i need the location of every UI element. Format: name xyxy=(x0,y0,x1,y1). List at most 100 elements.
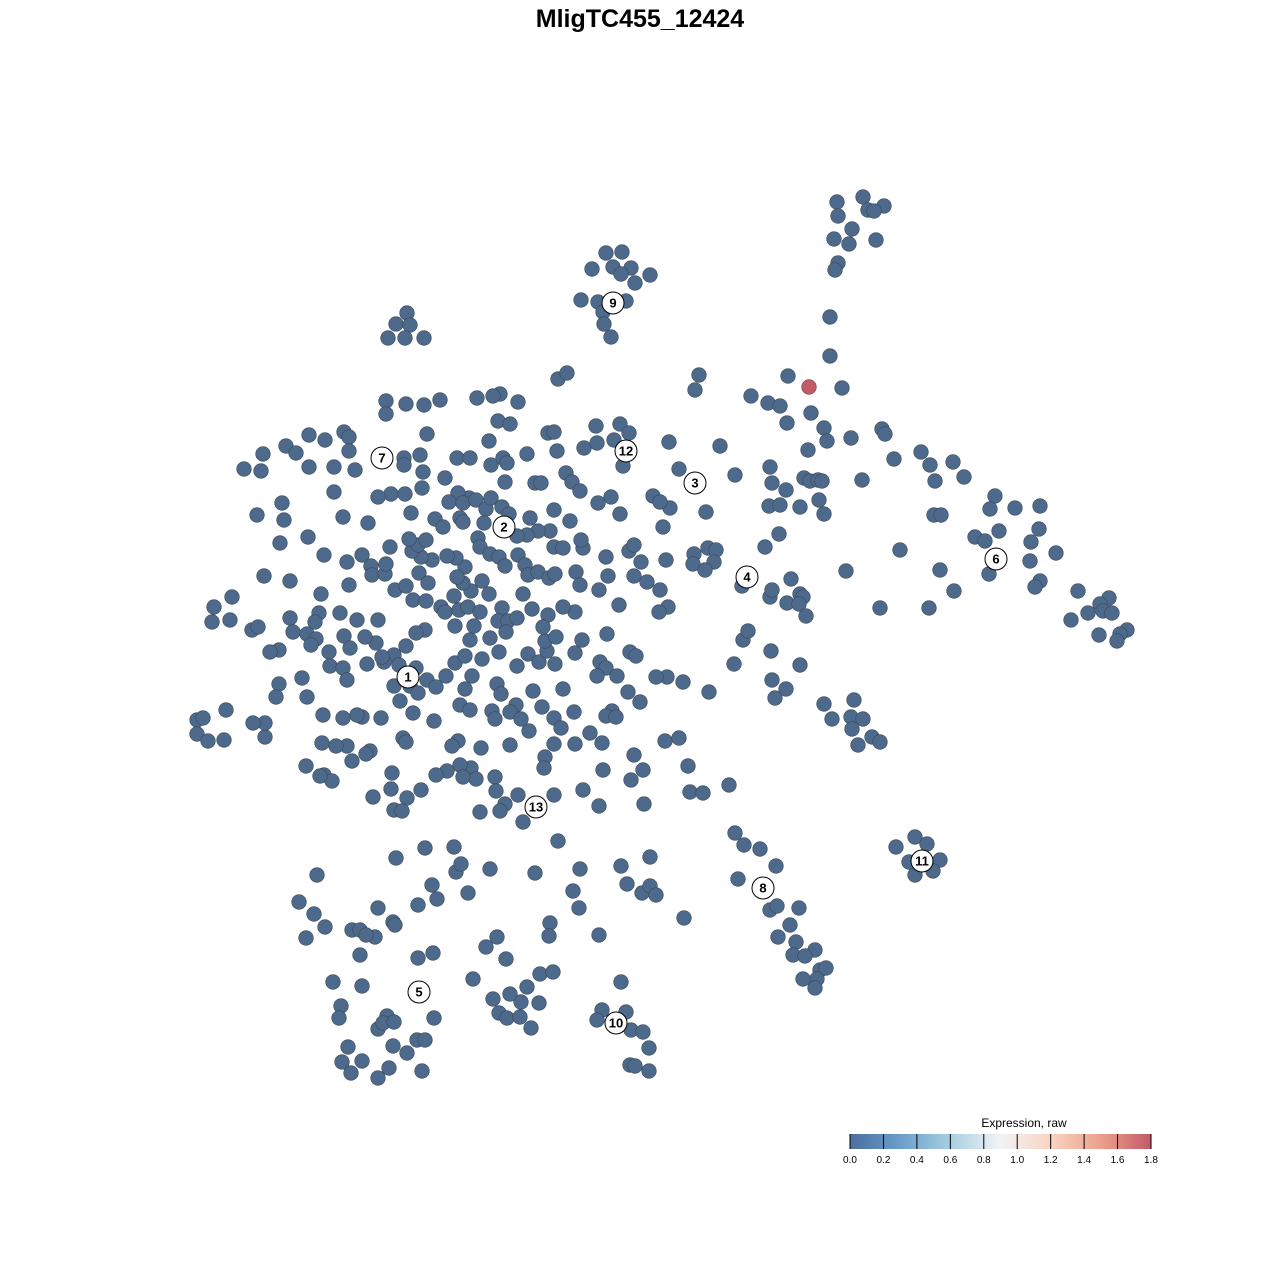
data-point xyxy=(502,737,518,753)
data-point xyxy=(455,495,471,511)
data-point xyxy=(498,951,514,967)
data-point xyxy=(822,309,838,325)
legend-tick-label: 0.6 xyxy=(943,1155,957,1166)
data-point xyxy=(576,440,592,456)
data-point xyxy=(591,798,607,814)
data-point xyxy=(491,644,507,660)
data-point xyxy=(671,461,687,477)
data-point xyxy=(513,711,529,727)
data-point xyxy=(195,710,211,726)
data-point xyxy=(987,488,1003,504)
data-point xyxy=(245,715,261,731)
cluster-label-5: 5 xyxy=(407,980,431,1004)
data-point xyxy=(712,438,728,454)
data-point xyxy=(378,393,394,409)
data-point xyxy=(354,1053,370,1069)
data-point xyxy=(272,535,288,551)
data-point xyxy=(328,738,344,754)
data-point xyxy=(472,604,488,620)
data-point xyxy=(633,554,649,570)
data-point xyxy=(206,599,222,615)
data-point xyxy=(339,672,355,688)
data-point xyxy=(315,707,331,723)
data-point xyxy=(387,917,403,933)
data-point xyxy=(317,919,333,935)
data-point xyxy=(412,447,428,463)
data-point xyxy=(509,610,525,626)
data-point xyxy=(342,640,358,656)
data-point xyxy=(546,502,562,518)
data-point xyxy=(493,686,509,702)
cluster-label-1: 1 xyxy=(396,665,420,689)
data-point xyxy=(473,740,489,756)
data-point xyxy=(892,542,908,558)
data-point xyxy=(559,365,575,381)
data-point xyxy=(502,416,518,432)
data-point xyxy=(256,568,272,584)
data-point xyxy=(919,836,935,852)
data-point xyxy=(464,668,480,684)
data-point xyxy=(613,858,629,874)
data-point xyxy=(405,705,421,721)
data-point xyxy=(627,275,643,291)
cluster-label-text: 4 xyxy=(743,570,751,585)
data-point xyxy=(425,945,441,961)
data-point xyxy=(494,600,510,616)
data-point xyxy=(525,683,541,699)
data-point xyxy=(249,507,265,523)
cluster-label-text: 2 xyxy=(500,520,507,535)
data-point xyxy=(510,787,526,803)
data-point xyxy=(927,473,943,489)
data-point xyxy=(383,486,399,502)
data-point xyxy=(772,398,788,414)
data-point xyxy=(384,765,400,781)
data-point xyxy=(778,482,794,498)
cluster-label-3: 3 xyxy=(683,471,707,495)
data-point xyxy=(632,694,648,710)
data-point xyxy=(388,316,404,332)
data-point xyxy=(394,803,410,819)
data-point xyxy=(418,593,434,609)
data-point xyxy=(398,734,414,750)
cluster-label-badge xyxy=(492,515,516,539)
data-point xyxy=(189,726,205,742)
data-point xyxy=(642,267,658,283)
data-point xyxy=(420,575,436,591)
data-point xyxy=(824,711,840,727)
data-point xyxy=(779,415,795,431)
data-point xyxy=(1023,534,1039,550)
data-point xyxy=(575,782,591,798)
data-point xyxy=(641,1063,657,1079)
data-point xyxy=(536,760,552,776)
data-point xyxy=(439,548,455,564)
chart-title: MligTC455_12424 xyxy=(536,5,745,33)
data-point xyxy=(432,392,448,408)
data-point xyxy=(652,494,668,510)
data-point xyxy=(589,1012,605,1028)
data-point xyxy=(888,839,904,855)
data-point xyxy=(816,420,832,436)
data-point xyxy=(598,245,614,261)
data-point xyxy=(764,475,780,491)
data-point xyxy=(294,670,310,686)
data-point xyxy=(402,317,418,333)
data-point xyxy=(567,736,583,752)
data-point xyxy=(652,582,668,598)
data-point xyxy=(565,883,581,899)
cluster-label-12: 12 xyxy=(614,439,638,463)
data-point xyxy=(697,562,713,578)
data-point xyxy=(783,571,799,587)
data-point xyxy=(946,583,962,599)
data-point xyxy=(763,643,779,659)
data-point xyxy=(562,513,578,529)
data-point xyxy=(816,696,832,712)
data-point xyxy=(331,1010,347,1026)
data-point xyxy=(532,966,548,982)
data-point xyxy=(572,861,588,877)
data-point xyxy=(435,519,451,535)
data-point xyxy=(698,504,714,520)
data-point xyxy=(282,573,298,589)
data-point xyxy=(541,928,557,944)
data-point xyxy=(462,450,478,466)
data-point xyxy=(347,462,363,478)
